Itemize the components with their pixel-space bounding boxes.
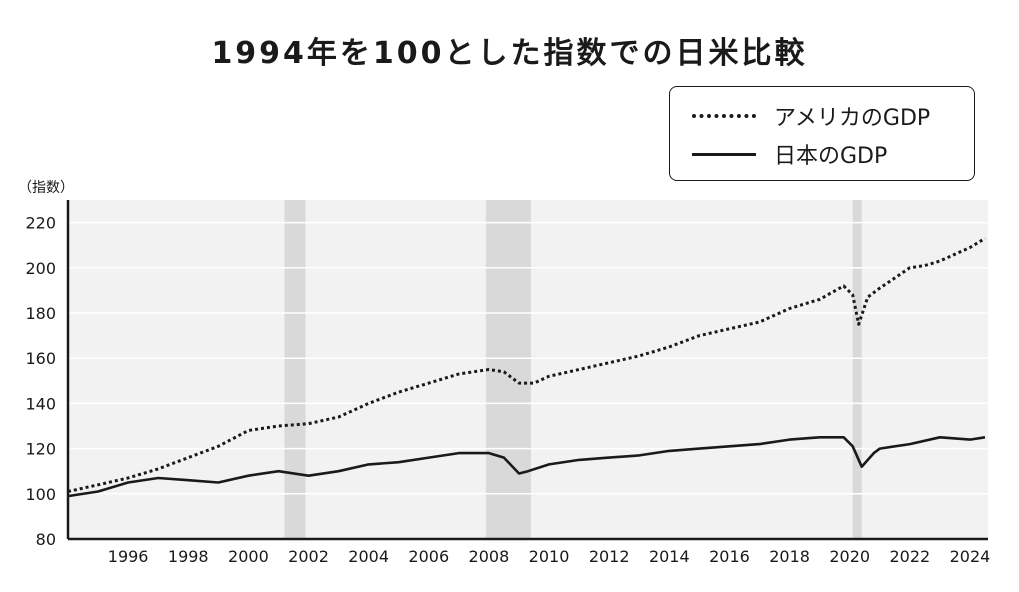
recession-band-2 (852, 200, 862, 539)
legend-label-japan: 日本のGDP (774, 144, 888, 169)
x-tick-label-1996: 1996 (108, 547, 149, 566)
y-tick-label-120: 120 (25, 440, 56, 459)
x-tick-label-2006: 2006 (408, 547, 449, 566)
x-tick-label-2010: 2010 (529, 547, 570, 566)
y-tick-label-100: 100 (25, 485, 56, 504)
legend-item-japan: 日本のGDP (692, 138, 887, 170)
legend: アメリカのGDP 日本のGDP (669, 86, 975, 181)
legend-swatch-japan (692, 152, 756, 156)
y-tick-label-160: 160 (25, 349, 56, 368)
y-axis-unit-label: （指数） (18, 180, 74, 196)
y-tick-label-140: 140 (25, 394, 56, 413)
legend-swatch-us (692, 114, 756, 118)
x-tick-label-2022: 2022 (889, 547, 930, 566)
x-tick-label-2004: 2004 (348, 547, 389, 566)
recession-band-0 (284, 200, 306, 539)
y-tick-label-200: 200 (25, 259, 56, 278)
series-line-us-gdp (67, 237, 986, 493)
x-tick-label-1998: 1998 (168, 547, 209, 566)
legend-item-us: アメリカのGDP (692, 100, 930, 132)
x-tick-label-2018: 2018 (769, 547, 810, 566)
x-tick-label-2012: 2012 (589, 547, 630, 566)
legend-label-us: アメリカのGDP (774, 106, 931, 131)
x-tick-label-2020: 2020 (829, 547, 870, 566)
chart-title: 1994年を100とした指数での日米比較 (211, 36, 808, 71)
x-tick-label-2016: 2016 (709, 547, 750, 566)
series-line-japan-gdp (67, 436, 986, 498)
x-tick-label-2002: 2002 (288, 547, 329, 566)
x-tick-label-2024: 2024 (950, 547, 991, 566)
y-tick-label-180: 180 (25, 304, 56, 323)
y-tick-label-80: 80 (36, 530, 56, 549)
x-tick-label-2000: 2000 (228, 547, 269, 566)
x-tick-label-2008: 2008 (469, 547, 510, 566)
y-tick-label-220: 220 (25, 214, 56, 233)
x-tick-label-2014: 2014 (649, 547, 690, 566)
